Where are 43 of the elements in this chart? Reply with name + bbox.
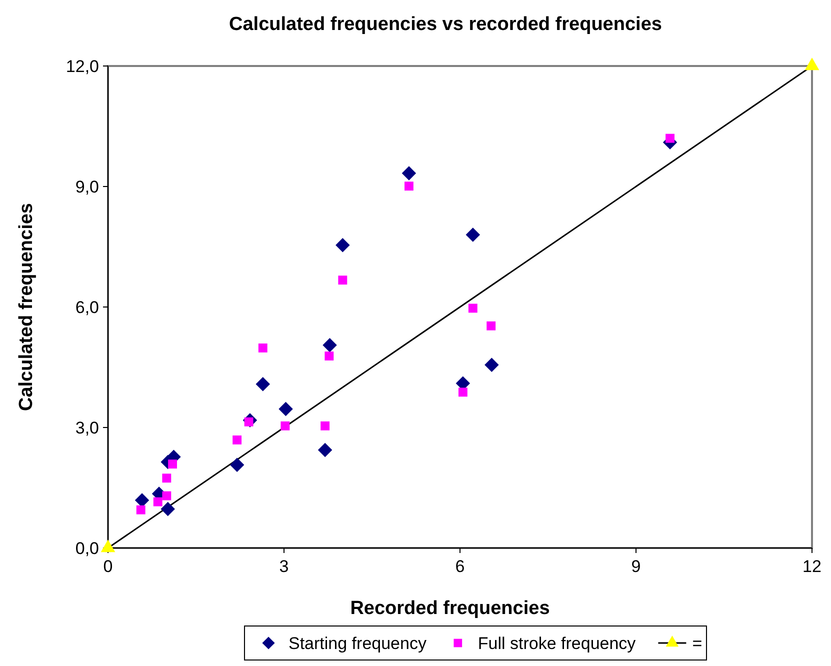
y-tick-label: 9,0: [75, 178, 99, 196]
y-tick-label: 0,0: [75, 539, 99, 558]
point: [280, 421, 290, 430]
point: [153, 497, 162, 506]
y-tick-label: 3,0: [75, 418, 99, 438]
point: [278, 402, 293, 416]
point: [168, 460, 178, 469]
legend-label: Full stroke frequency: [478, 634, 636, 653]
point: [232, 435, 242, 444]
x-tick-label: 0: [103, 557, 113, 576]
x-tick-label: 9: [631, 557, 641, 576]
point: [230, 458, 244, 472]
point: [318, 442, 332, 458]
point: [324, 352, 334, 360]
point: [402, 166, 416, 180]
x-axis-title: Recorded frequencies: [350, 598, 550, 619]
chart-title: Calculated frequencies vs recorded frequencies: [229, 14, 662, 35]
point: [162, 474, 172, 483]
point: [322, 338, 337, 352]
point: [256, 377, 270, 392]
point: [136, 505, 146, 514]
y-axis-title: Calculated frequencies: [16, 202, 37, 412]
point: [338, 276, 348, 285]
point: [258, 344, 268, 352]
legend-label: =: [692, 634, 702, 653]
x-tick-label: 3: [279, 557, 289, 576]
point: [160, 502, 175, 516]
point: [320, 421, 330, 430]
point: [666, 134, 674, 143]
y-tick-label: 12,0: [66, 57, 99, 76]
point: [404, 182, 414, 191]
point: [458, 388, 468, 397]
point: [484, 358, 499, 372]
point: [134, 493, 150, 508]
point: [466, 228, 480, 242]
point: [468, 304, 478, 313]
x-tick-label: 6: [455, 557, 465, 576]
y-tick-label: 6,0: [75, 298, 99, 317]
point: [162, 491, 172, 500]
point: [486, 321, 496, 330]
x-tick-label: 12: [802, 557, 822, 576]
legend-label: Starting frequency: [288, 634, 427, 653]
point: [336, 238, 350, 252]
